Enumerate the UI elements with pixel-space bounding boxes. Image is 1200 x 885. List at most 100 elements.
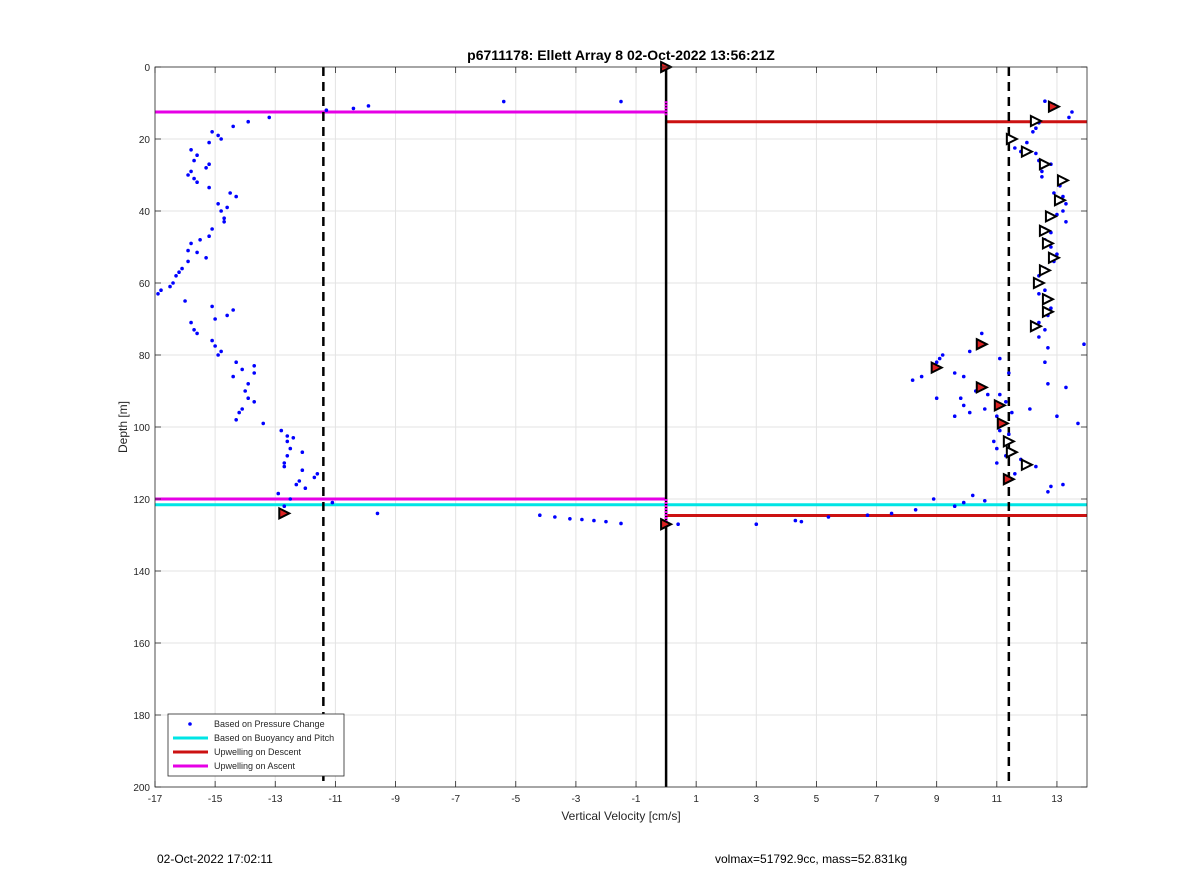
pressure-point bbox=[171, 281, 175, 285]
pressure-point bbox=[952, 414, 957, 419]
pressure-point bbox=[889, 511, 894, 516]
pressure-point bbox=[285, 454, 290, 458]
grid-lines bbox=[154, 66, 1087, 788]
pressure-point bbox=[1007, 371, 1011, 375]
triangle-markers bbox=[278, 60, 1071, 531]
pressure-point bbox=[156, 292, 160, 296]
pressure-point bbox=[195, 250, 199, 255]
pressure-point bbox=[979, 331, 984, 336]
pressure-point bbox=[204, 255, 208, 260]
footer-float-params: volmax=51792.9cc, mass=52.831kg bbox=[715, 852, 908, 866]
pressure-point bbox=[826, 515, 831, 519]
pressure-point bbox=[183, 299, 187, 303]
x-tick-label: 7 bbox=[874, 794, 880, 805]
pressure-point bbox=[219, 209, 223, 213]
open-triangle-marker bbox=[1038, 157, 1053, 171]
legend-dot-icon bbox=[188, 722, 192, 726]
pressure-point bbox=[568, 517, 572, 521]
open-triangle-marker bbox=[1047, 251, 1062, 265]
open-triangle-marker bbox=[1041, 305, 1056, 319]
pressure-point bbox=[312, 475, 317, 480]
pressure-point bbox=[210, 338, 214, 343]
pressure-point bbox=[180, 266, 184, 271]
pressure-point bbox=[210, 130, 214, 134]
x-axis-label: Vertical Velocity [cm/s] bbox=[561, 809, 680, 823]
legend-label: Based on Pressure Change bbox=[214, 719, 325, 729]
pressure-point bbox=[276, 491, 281, 496]
x-tick-label: -9 bbox=[391, 794, 400, 805]
pressure-point bbox=[189, 320, 193, 325]
y-tick-label: 140 bbox=[133, 567, 150, 578]
pressure-point bbox=[315, 472, 320, 476]
pressure-point bbox=[282, 461, 287, 465]
pressure-point bbox=[961, 500, 966, 505]
pressure-point bbox=[189, 148, 193, 152]
y-tick-label: 80 bbox=[139, 351, 151, 362]
pressure-point bbox=[1055, 252, 1059, 256]
pressure-point bbox=[995, 461, 999, 465]
pressure-point bbox=[222, 220, 226, 224]
pressure-point bbox=[1046, 382, 1050, 386]
pressure-point bbox=[192, 176, 196, 181]
pressure-point bbox=[204, 166, 208, 170]
pressure-point bbox=[1037, 320, 1041, 325]
pressure-point bbox=[246, 119, 250, 124]
y-tick-label: 200 bbox=[133, 783, 150, 794]
filled-triangle-marker bbox=[975, 337, 990, 351]
pressure-point bbox=[252, 364, 257, 368]
open-triangle-marker bbox=[1020, 144, 1035, 159]
open-triangle-marker bbox=[1041, 236, 1056, 251]
pressure-point bbox=[958, 396, 963, 401]
filled-triangle-marker bbox=[660, 517, 674, 531]
upwelling-lines bbox=[155, 110, 1087, 518]
x-tick-label: -13 bbox=[268, 794, 283, 805]
pressure-point bbox=[1040, 175, 1044, 179]
x-tick-label: -15 bbox=[208, 794, 223, 805]
pressure-point bbox=[222, 216, 226, 220]
y-tick-label: 180 bbox=[133, 711, 150, 722]
pressure-point bbox=[1061, 194, 1065, 199]
pressure-point bbox=[934, 396, 939, 401]
chart-title: p6711178: Ellett Array 8 02-Oct-2022 13:… bbox=[467, 47, 775, 63]
pressure-point bbox=[998, 356, 1002, 361]
pressure-point bbox=[961, 403, 966, 408]
pressure-point bbox=[1049, 245, 1053, 249]
pressure-point bbox=[216, 202, 220, 206]
pressure-point bbox=[985, 392, 990, 397]
pressure-point bbox=[919, 374, 924, 379]
open-triangle-marker bbox=[1032, 276, 1047, 290]
pressure-point bbox=[1004, 400, 1008, 404]
pressure-point bbox=[207, 185, 211, 190]
x-tick-label: -1 bbox=[632, 794, 641, 805]
pressure-point bbox=[240, 367, 244, 372]
pressure-point bbox=[177, 270, 181, 275]
pressure-point bbox=[1043, 360, 1047, 365]
pressure-point bbox=[967, 410, 972, 415]
pressure-point bbox=[234, 360, 238, 365]
pressure-point bbox=[931, 497, 936, 501]
pressure-point bbox=[961, 374, 966, 379]
filled-triangle-marker bbox=[975, 380, 990, 395]
x-tick-label: -5 bbox=[511, 794, 520, 805]
pressure-point bbox=[285, 439, 290, 444]
pressure-point bbox=[267, 115, 272, 120]
pressure-point bbox=[195, 331, 199, 336]
x-tick-label: 13 bbox=[1051, 794, 1063, 805]
open-triangle-marker bbox=[1020, 458, 1035, 472]
pressure-point bbox=[174, 274, 178, 278]
pressure-point bbox=[213, 344, 217, 348]
legend-label: Upwelling on Ascent bbox=[214, 761, 296, 771]
y-tick-label: 100 bbox=[133, 423, 150, 434]
legend: Based on Pressure Change Based on Buoyanc… bbox=[167, 713, 345, 777]
pressure-point bbox=[198, 238, 202, 242]
pressure-point bbox=[213, 317, 217, 321]
pressure-point bbox=[998, 428, 1002, 433]
open-triangle-marker bbox=[1053, 193, 1068, 207]
y-tick-label: 160 bbox=[133, 639, 150, 650]
pressure-point bbox=[234, 418, 238, 422]
pressure-point bbox=[207, 234, 211, 238]
pressure-point bbox=[186, 259, 190, 264]
pressure-point bbox=[1064, 385, 1068, 390]
legend-label: Based on Buoyancy and Pitch bbox=[214, 733, 334, 743]
pressure-point bbox=[288, 446, 293, 451]
